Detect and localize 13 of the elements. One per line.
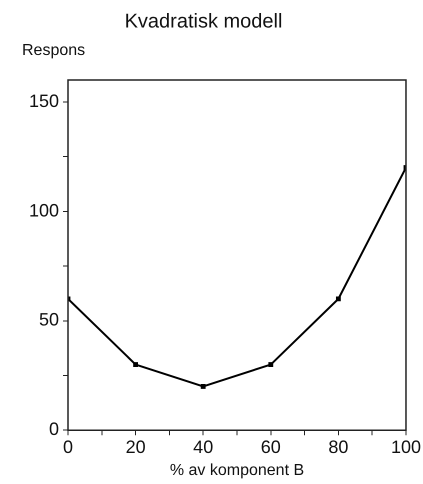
x-tick-label: 60 xyxy=(260,436,281,457)
y-axis-title: Respons xyxy=(22,42,86,59)
y-tick-label: 150 xyxy=(28,90,59,111)
y-tick-label: 50 xyxy=(38,310,59,330)
x-tick-label: 20 xyxy=(126,436,146,457)
x-tick-label: 0 xyxy=(62,436,74,457)
x-tick-label: 100 xyxy=(390,436,422,457)
x-tick-label: 40 xyxy=(193,436,214,457)
y-tick-label: 100 xyxy=(28,200,59,220)
y-tick-label: 0 xyxy=(48,419,59,440)
chart-title: Kvadratisk modell xyxy=(124,10,282,33)
x-tick-label: 80 xyxy=(328,436,348,457)
x-axis-title: % av komponent B xyxy=(170,462,304,479)
